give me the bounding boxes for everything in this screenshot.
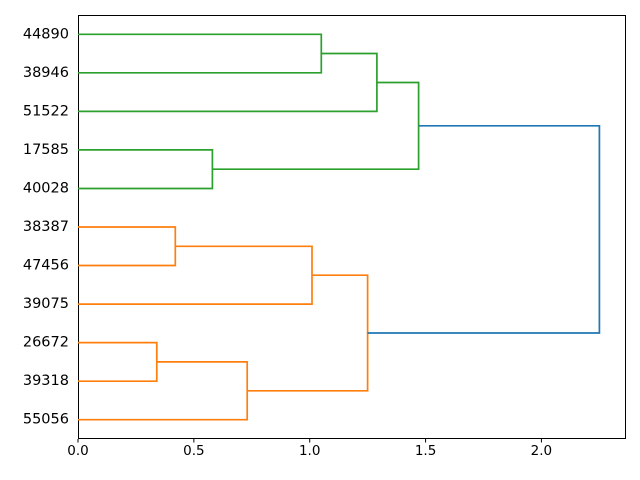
leaf-label-51522: 51522 [23,103,69,119]
leaf-label-26672: 26672 [23,335,69,351]
dendrogram-link-B [78,52,378,113]
x-tick-label-1.0: 1.0 [299,443,320,459]
dendrogram-link-F [78,245,313,305]
dendrogram-link-D [212,81,420,171]
leaf-label-47456: 47456 [23,258,69,274]
x-tick-label-0.5: 0.5 [183,443,204,459]
leaf-label-38946: 38946 [23,65,69,81]
leaf-label-44890: 44890 [23,26,69,42]
dendrogram-link-C [78,149,214,190]
dendrogram-link-I [247,274,369,392]
dendrogram-link-A [78,33,323,74]
dendrogram-link-E [78,226,177,267]
leaf-label-40028: 40028 [23,180,69,196]
x-tick-label-0.0: 0.0 [67,443,88,459]
dendrogram-link-ROOT [367,124,601,334]
x-tick-label-2.0: 2.0 [531,443,552,459]
leaf-label-39318: 39318 [23,373,69,389]
dendrogram-link-H [78,361,249,421]
x-tick-label-1.5: 1.5 [415,443,436,459]
leaf-label-39075: 39075 [23,296,69,312]
leaf-label-55056: 55056 [23,412,69,428]
leaf-label-38387: 38387 [23,219,69,235]
dendrogram-link-G [78,341,158,383]
leaf-label-17585: 17585 [23,142,69,158]
